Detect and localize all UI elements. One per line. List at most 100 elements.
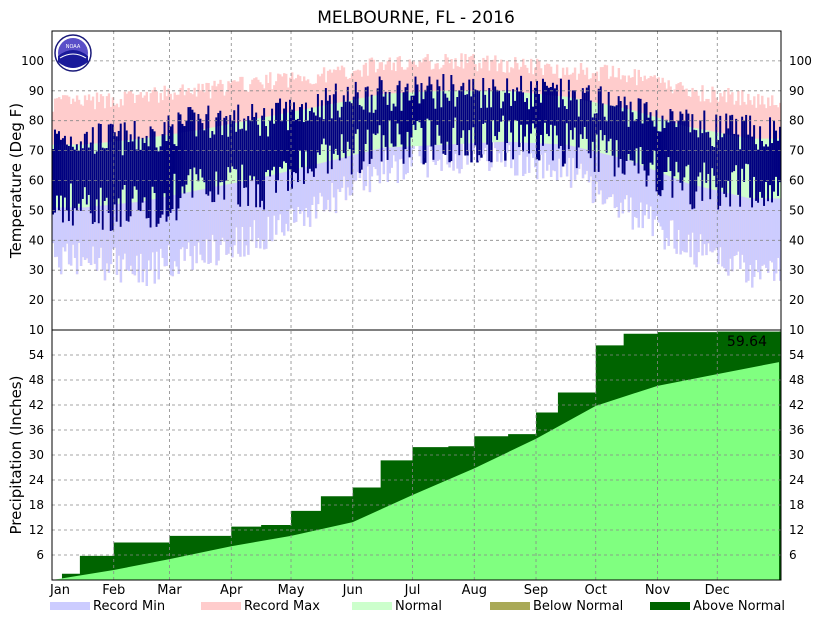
observed-bar — [380, 80, 384, 162]
observed-bar — [203, 130, 206, 183]
record-min-bar — [243, 181, 246, 257]
record-min-bar — [287, 171, 290, 232]
record-min-bar — [285, 171, 288, 224]
observed-bar — [362, 109, 366, 162]
record-min-bar — [237, 182, 240, 254]
record-min-bar — [669, 176, 672, 221]
observed-bar — [356, 92, 360, 130]
record-min-bar — [438, 144, 441, 160]
precip-frame — [51, 329, 782, 581]
record-min-bar — [350, 155, 354, 195]
record-min-bar — [697, 185, 700, 253]
record-min-bar — [555, 144, 559, 181]
record-min-bar — [530, 142, 533, 154]
observed-bar — [306, 120, 310, 174]
record-min-bar — [695, 185, 698, 268]
observed-bar — [283, 108, 286, 162]
observed-bar — [777, 140, 780, 196]
observed-bar — [322, 119, 326, 139]
legend-swatch — [490, 602, 530, 610]
record-min-bar — [356, 153, 360, 172]
temp-tick-label-right: 50 — [789, 203, 804, 217]
observed-bar — [508, 93, 511, 122]
record-min-bar — [707, 188, 710, 244]
month-label: Jul — [404, 583, 421, 598]
record-min-bar — [69, 207, 73, 266]
record-min-bar — [599, 152, 603, 191]
record-min-bar — [553, 144, 557, 172]
observed-bar — [719, 115, 722, 206]
record-min-bar — [163, 196, 166, 267]
legend-label: Below Normal — [533, 599, 623, 614]
record-min-bar — [215, 186, 218, 266]
observed-bar — [541, 78, 545, 146]
observed-bar — [350, 103, 354, 175]
observed-bar — [532, 106, 535, 124]
axes: 10 10 20 20 30 30 40 40 50 50 60 60 70 70 80 80 90 90 100 1… — [7, 30, 812, 598]
observed-bar — [392, 103, 395, 147]
observed-bar — [354, 81, 358, 134]
observed-bar — [617, 96, 621, 168]
observed-bar — [713, 147, 716, 176]
record-min-bar — [597, 152, 601, 195]
observed-bar — [663, 128, 666, 172]
record-min-bar — [601, 153, 605, 205]
observed-bar — [302, 122, 306, 184]
record-min-bar — [526, 142, 529, 157]
record-min-bar — [559, 144, 563, 178]
observed-bar — [669, 109, 672, 172]
observed-bar — [217, 112, 220, 195]
record-min-bar — [769, 198, 772, 261]
record-min-bar — [543, 143, 547, 153]
observed-bar — [285, 101, 288, 163]
record-min-bar — [452, 144, 455, 171]
observed-bar — [765, 144, 768, 182]
temp-tick-label-right: 20 — [789, 293, 804, 307]
observed-bar — [410, 95, 413, 138]
observed-bar — [599, 86, 603, 131]
observed-bar — [241, 128, 244, 165]
record-min-bar — [390, 147, 393, 168]
observed-bar — [85, 131, 89, 205]
observed-bar — [567, 79, 571, 150]
record-min-bar — [330, 160, 334, 183]
observed-bar — [711, 145, 714, 169]
record-min-bar — [73, 207, 77, 258]
observed-bar — [709, 137, 712, 200]
record-min-bar — [201, 189, 204, 261]
record-min-bar — [547, 143, 551, 165]
observed-bar — [502, 101, 505, 116]
record-min-bar — [283, 172, 286, 236]
record-min-bar — [510, 141, 513, 169]
record-min-bar — [392, 147, 395, 156]
record-min-bar — [615, 156, 619, 207]
observed-bar — [271, 108, 274, 171]
normal-bar — [735, 135, 738, 196]
record-min-bar — [87, 206, 91, 263]
record-min-bar — [169, 195, 172, 276]
record-min-bar — [159, 197, 162, 249]
observed-bar — [247, 116, 250, 206]
record-min-bar — [522, 142, 525, 177]
record-min-bar — [743, 196, 746, 263]
observed-bar — [143, 142, 147, 198]
record-min-bar — [494, 142, 497, 149]
record-min-bar — [185, 192, 188, 249]
record-min-bar — [75, 207, 79, 275]
record-min-bar — [131, 202, 135, 275]
observed-bar — [257, 124, 260, 185]
temperature-panel — [52, 53, 782, 288]
record-min-bar — [203, 188, 206, 263]
observed-bar — [518, 91, 521, 148]
observed-bar — [621, 111, 625, 174]
record-min-bar — [352, 154, 356, 182]
observed-bar — [771, 143, 774, 203]
record-min-bar — [545, 143, 549, 171]
record-min-bar — [83, 207, 87, 260]
record-min-bar — [225, 184, 228, 255]
observed-bar — [239, 129, 242, 207]
record-min-bar — [133, 202, 137, 276]
record-min-bar — [239, 181, 242, 257]
temp-tick-label-left: 70 — [29, 144, 44, 158]
